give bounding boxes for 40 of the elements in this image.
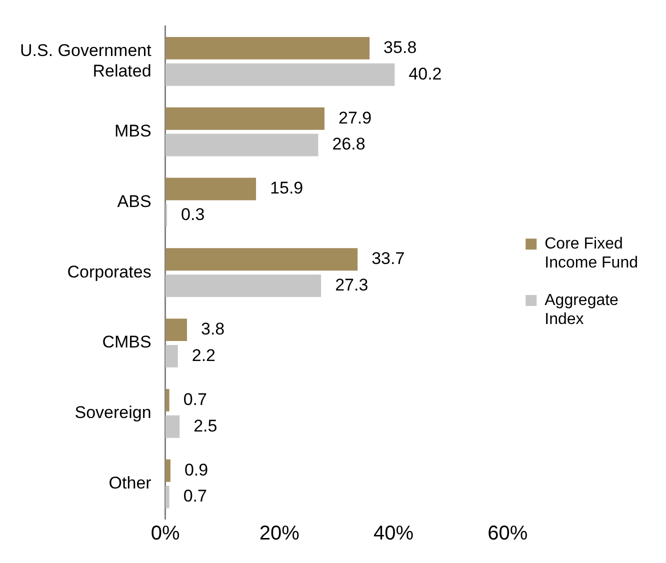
data-label: 26.8 bbox=[332, 134, 366, 154]
y-tick-label: ABS bbox=[117, 192, 152, 211]
bar bbox=[165, 415, 180, 438]
bar bbox=[165, 459, 170, 482]
bar bbox=[165, 248, 358, 271]
bar bbox=[165, 36, 370, 60]
y-tick-label: U.S. Government Related bbox=[20, 40, 152, 80]
bar bbox=[165, 107, 324, 130]
x-tick-label: 0% bbox=[150, 522, 180, 545]
data-label: 0.3 bbox=[181, 205, 205, 224]
y-tick-label: Sovereign bbox=[74, 403, 152, 422]
bar bbox=[165, 134, 318, 156]
bar bbox=[165, 274, 322, 298]
legend-label: Aggregate Index bbox=[544, 292, 619, 328]
data-label: 0.7 bbox=[183, 486, 207, 506]
data-label: 0.7 bbox=[183, 390, 207, 409]
y-tick-label: CMBS bbox=[102, 332, 152, 352]
data-label: 2.2 bbox=[192, 346, 216, 365]
data-label: 27.9 bbox=[338, 108, 372, 128]
data-label: 35.8 bbox=[384, 38, 417, 57]
legend-label: Core Fixed Income Fund bbox=[544, 236, 638, 272]
bar bbox=[165, 388, 170, 412]
bar bbox=[165, 344, 178, 368]
x-tick-label: 60% bbox=[488, 522, 528, 545]
bar bbox=[165, 318, 188, 342]
data-label: 33.7 bbox=[372, 249, 405, 268]
data-label: 15.9 bbox=[270, 178, 304, 198]
y-tick-label: Other bbox=[108, 473, 152, 492]
data-label: 3.8 bbox=[201, 319, 225, 338]
data-label: 2.5 bbox=[194, 416, 218, 436]
x-tick-label: 20% bbox=[259, 522, 300, 545]
bar bbox=[165, 178, 256, 200]
y-tick-label: MBS bbox=[114, 121, 152, 140]
y-tick-label: Corporates bbox=[67, 262, 152, 282]
data-label: 40.2 bbox=[408, 64, 442, 84]
bar bbox=[165, 486, 170, 508]
data-label: 27.3 bbox=[335, 275, 368, 294]
bar bbox=[165, 63, 395, 86]
x-tick-label: 40% bbox=[374, 522, 414, 545]
data-label: 0.9 bbox=[184, 460, 208, 480]
